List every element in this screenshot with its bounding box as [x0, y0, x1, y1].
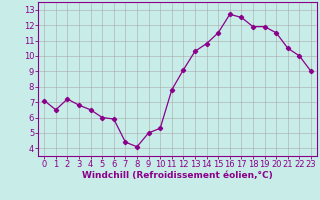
X-axis label: Windchill (Refroidissement éolien,°C): Windchill (Refroidissement éolien,°C) [82, 171, 273, 180]
